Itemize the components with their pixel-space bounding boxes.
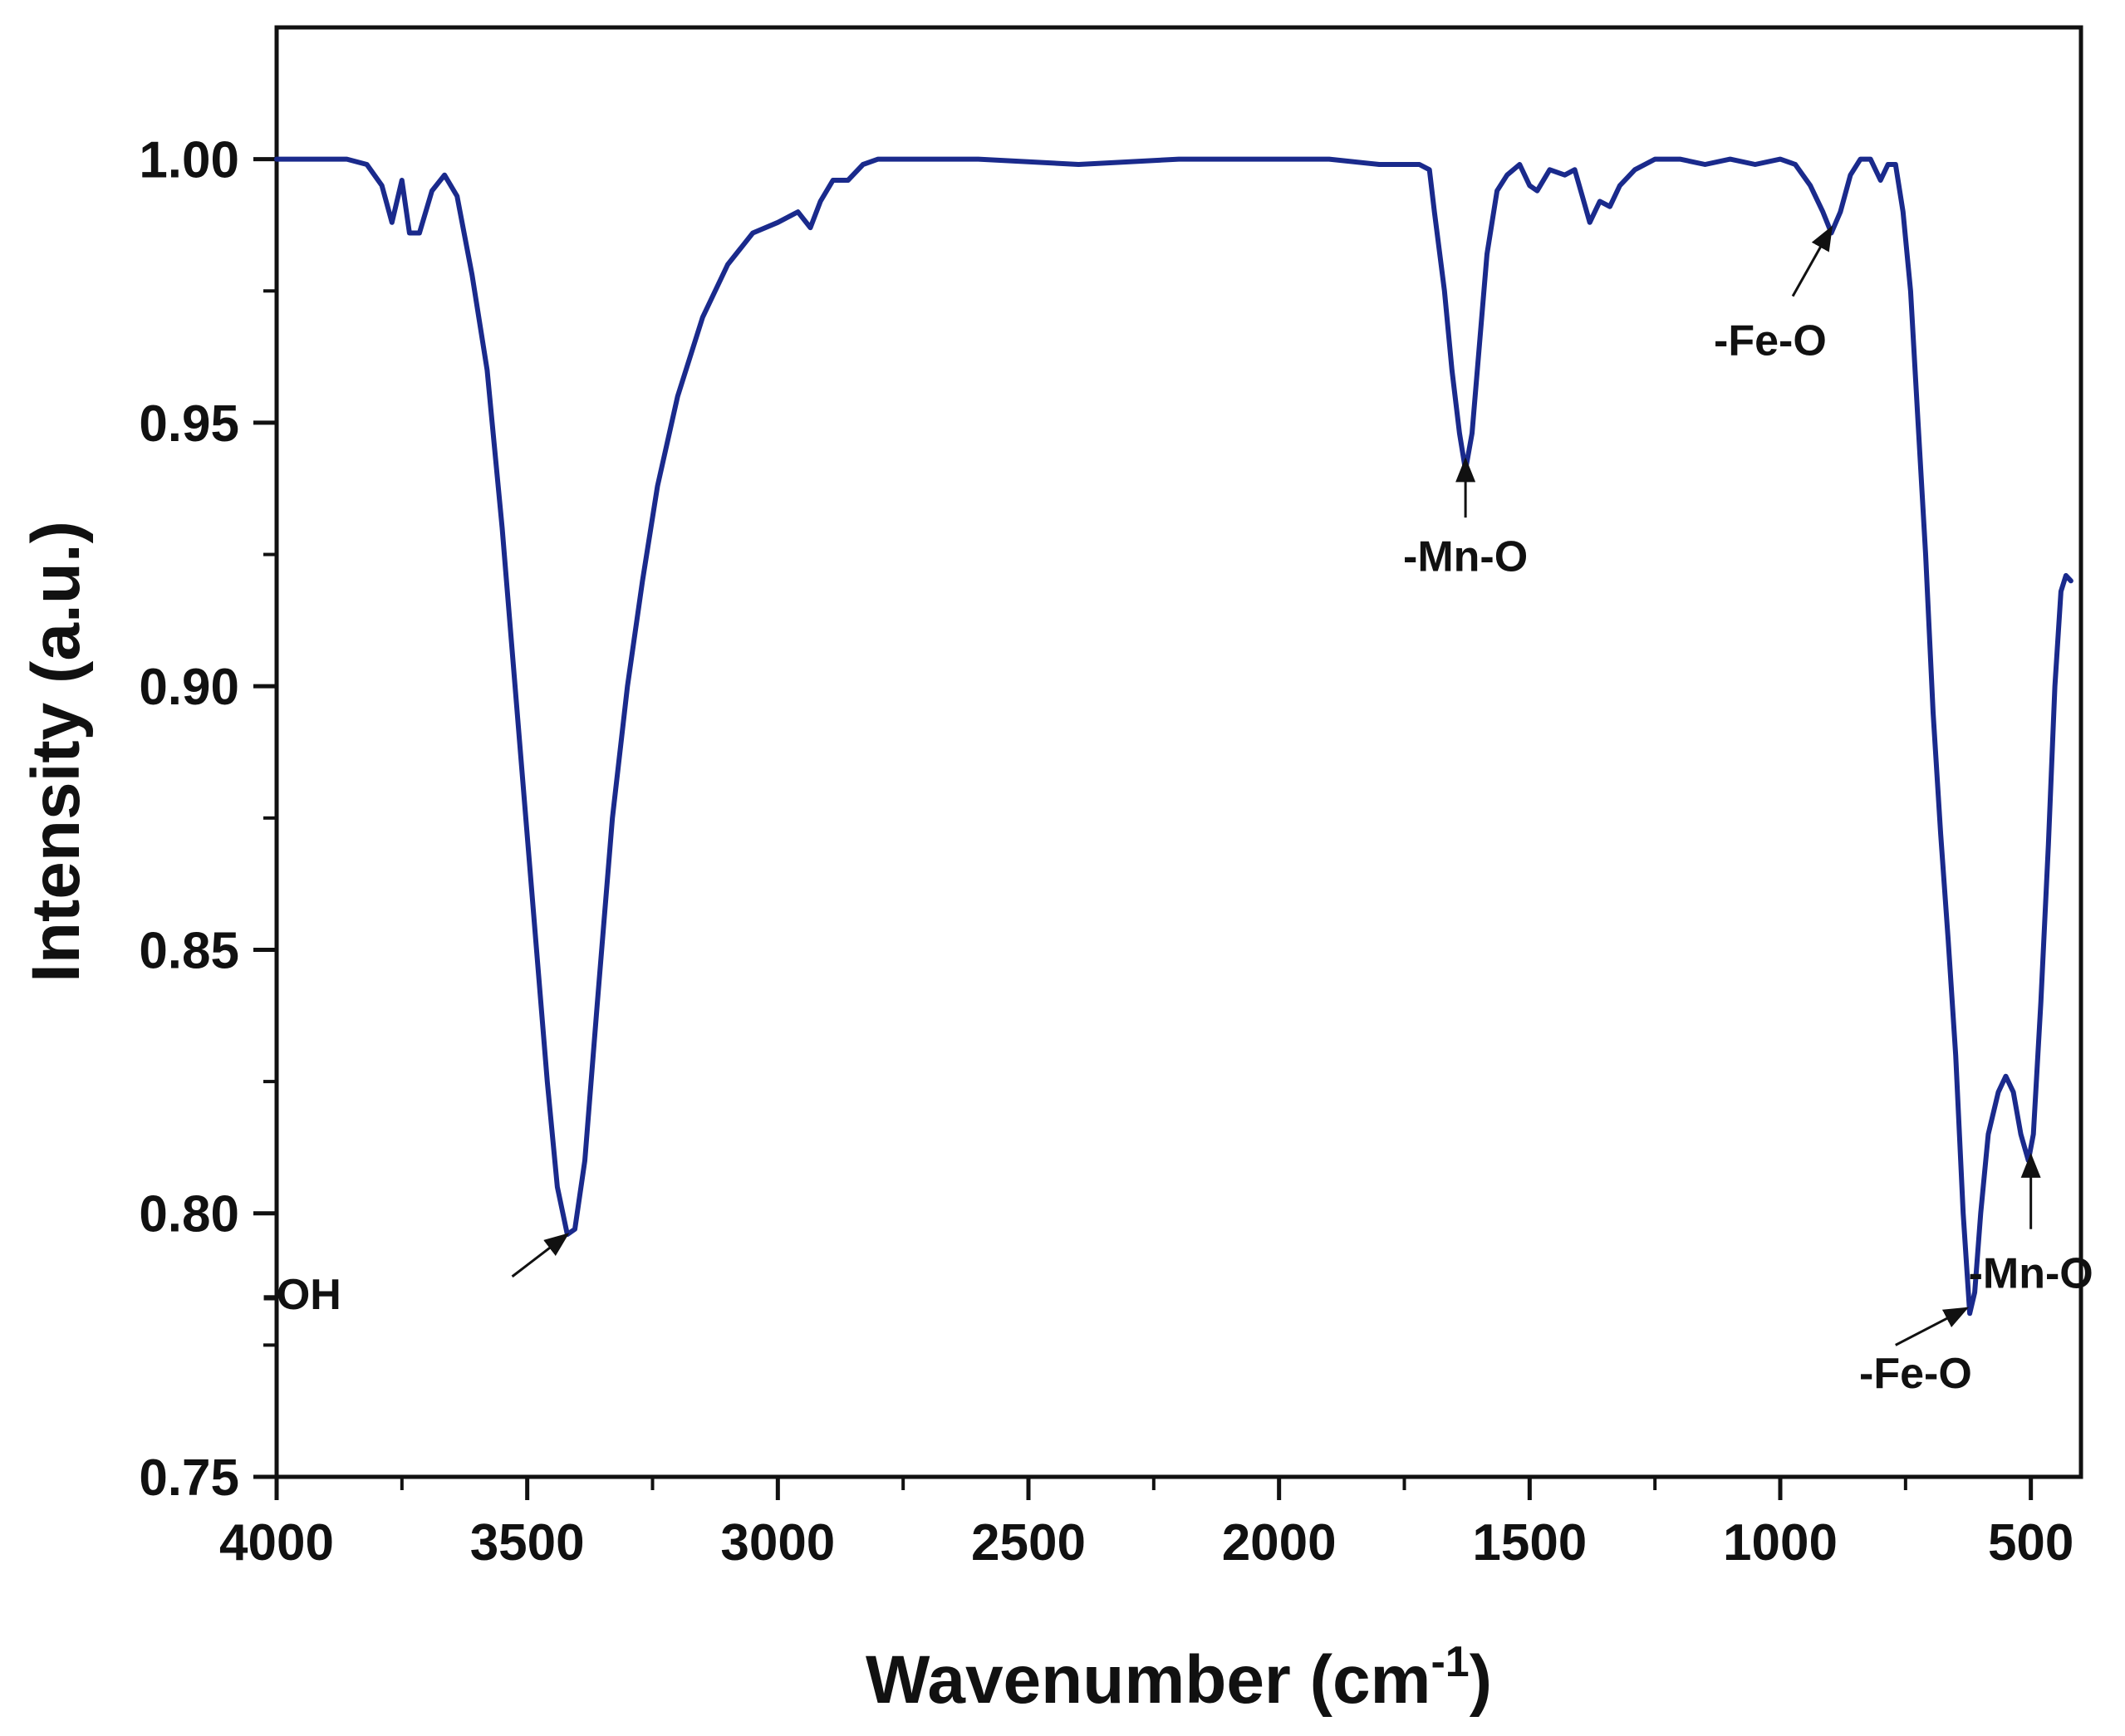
- y-tick-label: 0.90: [139, 659, 239, 716]
- x-tick-label: 2500: [971, 1514, 1086, 1572]
- x-tick-label: 1000: [1723, 1514, 1838, 1572]
- x-axis-title: Wavenumber (cm-1): [866, 1638, 1492, 1718]
- x-axis-title-main: Wavenumber: [866, 1642, 1291, 1718]
- annotation-label: -Fe-O: [1859, 1350, 1972, 1398]
- annotation-arrow: [1791, 225, 1833, 297]
- x-axis-unit-exponent: -1: [1431, 1638, 1469, 1686]
- x-axis-title-open: (: [1291, 1642, 1333, 1718]
- y-tick-label: 0.75: [139, 1449, 239, 1507]
- annotation-label: -OH: [263, 1271, 341, 1319]
- series-layer: [274, 156, 2073, 1317]
- x-axis-title-close: ): [1470, 1642, 1492, 1718]
- x-tick-label: 3000: [720, 1514, 835, 1572]
- plot-frame: [274, 25, 2083, 1479]
- annotation-label: -Fe-O: [1714, 316, 1827, 365]
- x-tick-label: 3500: [470, 1514, 585, 1572]
- spectrum-line: [274, 156, 2073, 1317]
- x-tick-label: 2000: [1222, 1514, 1337, 1572]
- x-axis-ticks: 4000 3500 3000 2500 2000 1500 1000 500: [219, 1477, 2073, 1572]
- y-tick-label: 0.85: [139, 922, 239, 979]
- x-tick-label: 4000: [219, 1514, 334, 1572]
- x-axis-unit: cm: [1332, 1642, 1431, 1718]
- x-tick-label: 1500: [1472, 1514, 1587, 1572]
- annotation-label: -Mn-O: [1403, 533, 1528, 581]
- y-tick-label: 0.80: [139, 1186, 239, 1243]
- y-axis-ticks: 0.75 0.80 0.85 0.90 0.95 1.00: [139, 132, 277, 1507]
- annotation-arrow: [511, 1233, 570, 1278]
- annotations-layer: -OH -Mn-O -Fe-O -Mn-O -Fe-O: [263, 225, 2093, 1398]
- y-tick-label: 1.00: [139, 132, 239, 189]
- x-tick-label: 500: [1988, 1514, 2073, 1572]
- annotation-label: -Mn-O: [1969, 1250, 2093, 1298]
- y-axis-title: Intensity (a.u.): [18, 521, 94, 983]
- annotation-arrow: [1895, 1307, 1970, 1346]
- y-tick-label: 0.95: [139, 395, 239, 453]
